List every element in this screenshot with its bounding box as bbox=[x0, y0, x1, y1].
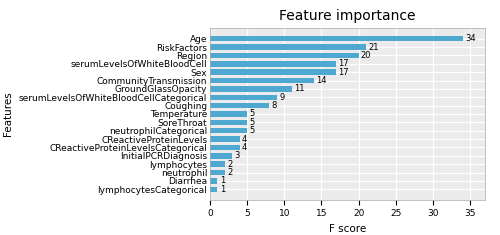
Text: 2: 2 bbox=[227, 160, 232, 169]
Text: 20: 20 bbox=[361, 51, 372, 60]
Text: 8: 8 bbox=[272, 101, 277, 110]
Text: 4: 4 bbox=[242, 135, 247, 144]
Bar bbox=[210, 153, 233, 158]
Bar bbox=[210, 103, 270, 108]
Bar bbox=[210, 128, 247, 133]
Text: 21: 21 bbox=[368, 43, 379, 51]
Text: 14: 14 bbox=[316, 76, 327, 85]
Bar bbox=[210, 53, 358, 58]
Text: 17: 17 bbox=[338, 59, 349, 68]
Bar bbox=[210, 178, 218, 184]
Bar bbox=[210, 161, 225, 167]
Text: 1: 1 bbox=[220, 176, 225, 185]
Bar bbox=[210, 120, 247, 125]
Y-axis label: Features: Features bbox=[4, 92, 14, 136]
Text: 11: 11 bbox=[294, 84, 304, 93]
Text: 5: 5 bbox=[250, 118, 254, 127]
X-axis label: F score: F score bbox=[329, 224, 366, 234]
Bar bbox=[210, 36, 463, 41]
Text: 4: 4 bbox=[242, 143, 247, 152]
Bar bbox=[210, 136, 240, 142]
Text: 17: 17 bbox=[338, 68, 349, 77]
Bar bbox=[210, 61, 336, 67]
Text: 9: 9 bbox=[279, 93, 284, 102]
Bar bbox=[210, 78, 314, 83]
Text: 1: 1 bbox=[220, 185, 225, 194]
Bar bbox=[210, 145, 240, 150]
Bar bbox=[210, 44, 366, 50]
Text: 2: 2 bbox=[227, 168, 232, 177]
Text: 5: 5 bbox=[250, 126, 254, 135]
Text: 3: 3 bbox=[234, 151, 240, 160]
Text: 5: 5 bbox=[250, 110, 254, 118]
Title: Feature importance: Feature importance bbox=[279, 9, 416, 23]
Bar bbox=[210, 111, 247, 117]
Bar bbox=[210, 70, 336, 75]
Text: 34: 34 bbox=[465, 34, 475, 43]
Bar bbox=[210, 86, 292, 92]
Bar bbox=[210, 187, 218, 192]
Bar bbox=[210, 94, 277, 100]
Bar bbox=[210, 170, 225, 175]
